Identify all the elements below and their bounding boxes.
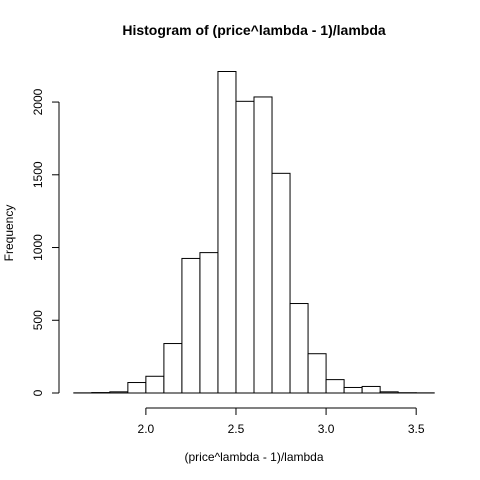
- histogram-bar: [379, 391, 399, 394]
- y-tick-label: 1500: [31, 161, 45, 188]
- histogram-bar: [109, 391, 129, 394]
- x-tick-label: 3.5: [408, 422, 425, 436]
- histogram-bar: [325, 379, 345, 394]
- histogram-bar: [163, 343, 183, 394]
- y-axis-label: Frequency: [2, 205, 16, 262]
- histogram-bar: [127, 382, 147, 394]
- y-axis: 0 500 1000 1500 2000: [31, 88, 60, 396]
- y-tick-label: 0: [31, 389, 45, 396]
- histogram-bar: [199, 252, 219, 394]
- histogram-bar: [271, 172, 291, 394]
- x-tick-label: 2.5: [228, 422, 245, 436]
- x-axis-label: (price^lambda - 1)/lambda: [184, 450, 323, 464]
- y-tick-label: 500: [31, 310, 45, 330]
- x-axis: 2.0 2.5 3.0 3.5: [138, 407, 425, 436]
- chart-title: Histogram of (price^lambda - 1)/lambda: [122, 22, 386, 38]
- histogram-bar: [181, 257, 201, 394]
- x-tick-label: 3.0: [318, 422, 335, 436]
- x-tick-label: 2.0: [138, 422, 155, 436]
- histogram-bar: [343, 386, 363, 394]
- histogram-bar: [361, 385, 381, 394]
- bars-group: [73, 71, 435, 394]
- histogram-bar: [307, 353, 327, 394]
- y-tick-label: 2000: [31, 88, 45, 115]
- y-tick-label: 1000: [31, 234, 45, 261]
- histogram-bar: [217, 71, 237, 394]
- histogram-bar: [289, 303, 309, 394]
- histogram-bar: [235, 100, 255, 394]
- histogram-bar: [145, 375, 165, 394]
- histogram-bar: [253, 96, 273, 394]
